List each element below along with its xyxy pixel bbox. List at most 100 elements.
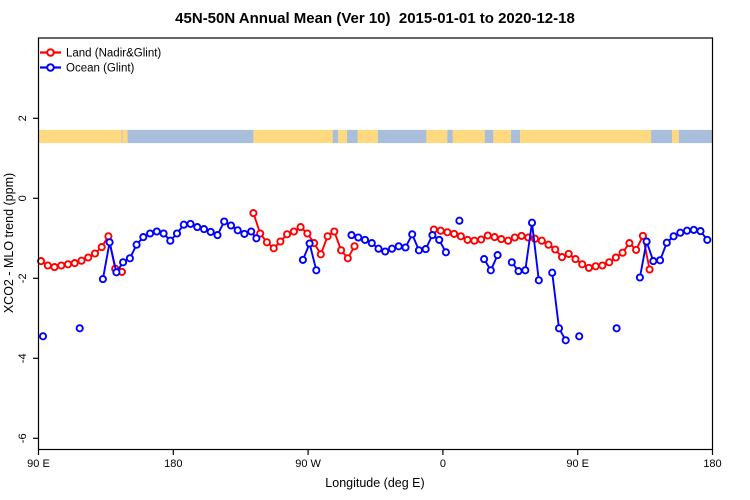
data-point-marker (240, 229, 249, 238)
data-point-marker (584, 263, 593, 272)
data-point-marker (360, 235, 370, 244)
data-point-marker (537, 236, 546, 245)
data-point-marker (105, 238, 114, 247)
data-point-marker (669, 232, 678, 241)
data-point-marker (507, 258, 516, 267)
data-point-marker (394, 242, 403, 251)
data-point-marker (676, 228, 685, 237)
axes: 90 E 180 90 W 0 90 E 180 2 0 -2 -4 -6 (17, 115, 722, 470)
data-point-marker (571, 255, 580, 264)
data-point-marker (483, 231, 492, 240)
data-point-marker (575, 332, 584, 341)
data-point-marker (98, 275, 107, 284)
data-point-marker (97, 243, 106, 252)
band-segment-ocean (377, 129, 427, 144)
band-overlay-ocean (332, 129, 339, 144)
data-point-marker (564, 249, 573, 258)
data-point-marker (43, 261, 52, 270)
data-point-marker (179, 220, 188, 229)
data-point-marker (408, 230, 417, 239)
band-segment-ocean (651, 129, 673, 144)
data-point-marker (443, 228, 452, 237)
data-point-marker (152, 227, 161, 236)
data-point-marker (367, 239, 376, 248)
data-point-marker (497, 235, 506, 244)
data-point-marker (233, 226, 242, 235)
data-point-marker (703, 235, 712, 244)
band-overlay-ocean (484, 129, 494, 144)
data-point-marker (561, 336, 570, 345)
legend-marker (46, 48, 55, 57)
data-point-marker (305, 239, 314, 248)
band-overlay-land (122, 129, 128, 144)
data-point-marker (510, 233, 519, 242)
data-point-marker (316, 250, 325, 259)
data-point-marker (450, 229, 459, 238)
data-point-marker (283, 230, 292, 239)
x-tick-label: 90 E (566, 458, 589, 470)
data-point-marker (289, 227, 298, 236)
data-point-marker (269, 244, 278, 253)
data-point-marker (548, 268, 557, 277)
data-point-marker (456, 232, 465, 241)
data-point-marker (159, 229, 168, 238)
data-point-marker (638, 231, 647, 240)
data-point-marker (276, 237, 285, 246)
x-tick-label: 90 W (295, 458, 321, 470)
data-point-marker (662, 238, 671, 247)
data-point-marker (125, 254, 134, 263)
band-segment-ocean (678, 129, 713, 144)
data-point-marker (611, 253, 620, 262)
data-point-marker (70, 259, 79, 268)
data-point-marker (435, 235, 444, 244)
data-point-marker (312, 266, 321, 275)
data-point-marker (213, 231, 222, 240)
data-point-marker (493, 251, 502, 260)
data-point-marker (343, 254, 352, 263)
data-point-marker (598, 261, 607, 270)
data-point-marker (514, 267, 523, 276)
data-point-marker (649, 257, 658, 266)
data-point-marker (38, 332, 48, 341)
data-point-marker (480, 255, 489, 264)
data-point-marker (656, 256, 665, 265)
series-line (252, 212, 356, 260)
band-segment-land (38, 129, 122, 144)
data-point-marker (534, 276, 543, 285)
data-point-marker (350, 242, 359, 251)
data-point-marker (625, 239, 634, 248)
data-point-marker (490, 233, 499, 242)
data-point-marker (252, 234, 261, 243)
data-point-marker (578, 260, 587, 269)
data-point-marker (682, 226, 692, 235)
data-point-marker (486, 266, 495, 275)
data-point-marker (50, 263, 59, 272)
data-point-marker (551, 245, 560, 254)
data-point-marker (298, 255, 307, 264)
band-segment-land (672, 129, 679, 144)
land-ocean-band (38, 129, 713, 144)
data-point-marker (689, 225, 698, 234)
data-point-marker (618, 248, 627, 257)
data-point-marker (262, 238, 271, 247)
data-point-marker (57, 261, 66, 270)
data-point-marker (249, 209, 258, 218)
band-segment-land (426, 129, 652, 144)
data-point-marker (347, 231, 356, 240)
data-point-marker (303, 229, 312, 238)
plot-frame (37, 37, 714, 451)
series-line (101, 220, 258, 280)
data-point-marker (220, 217, 229, 226)
data-point-marker (186, 219, 195, 228)
data-point-marker (521, 266, 530, 275)
legend: Land (Nadir&Glint) Ocean (Glint) (40, 48, 161, 75)
data-point-marker (554, 324, 564, 333)
data-point-marker (612, 324, 621, 333)
data-point-marker (193, 223, 202, 232)
data-point-marker (517, 231, 526, 240)
data-point-marker (132, 240, 141, 249)
band-overlay-ocean (347, 129, 358, 144)
data-point-marker (119, 258, 128, 267)
data-point-marker (63, 260, 73, 269)
